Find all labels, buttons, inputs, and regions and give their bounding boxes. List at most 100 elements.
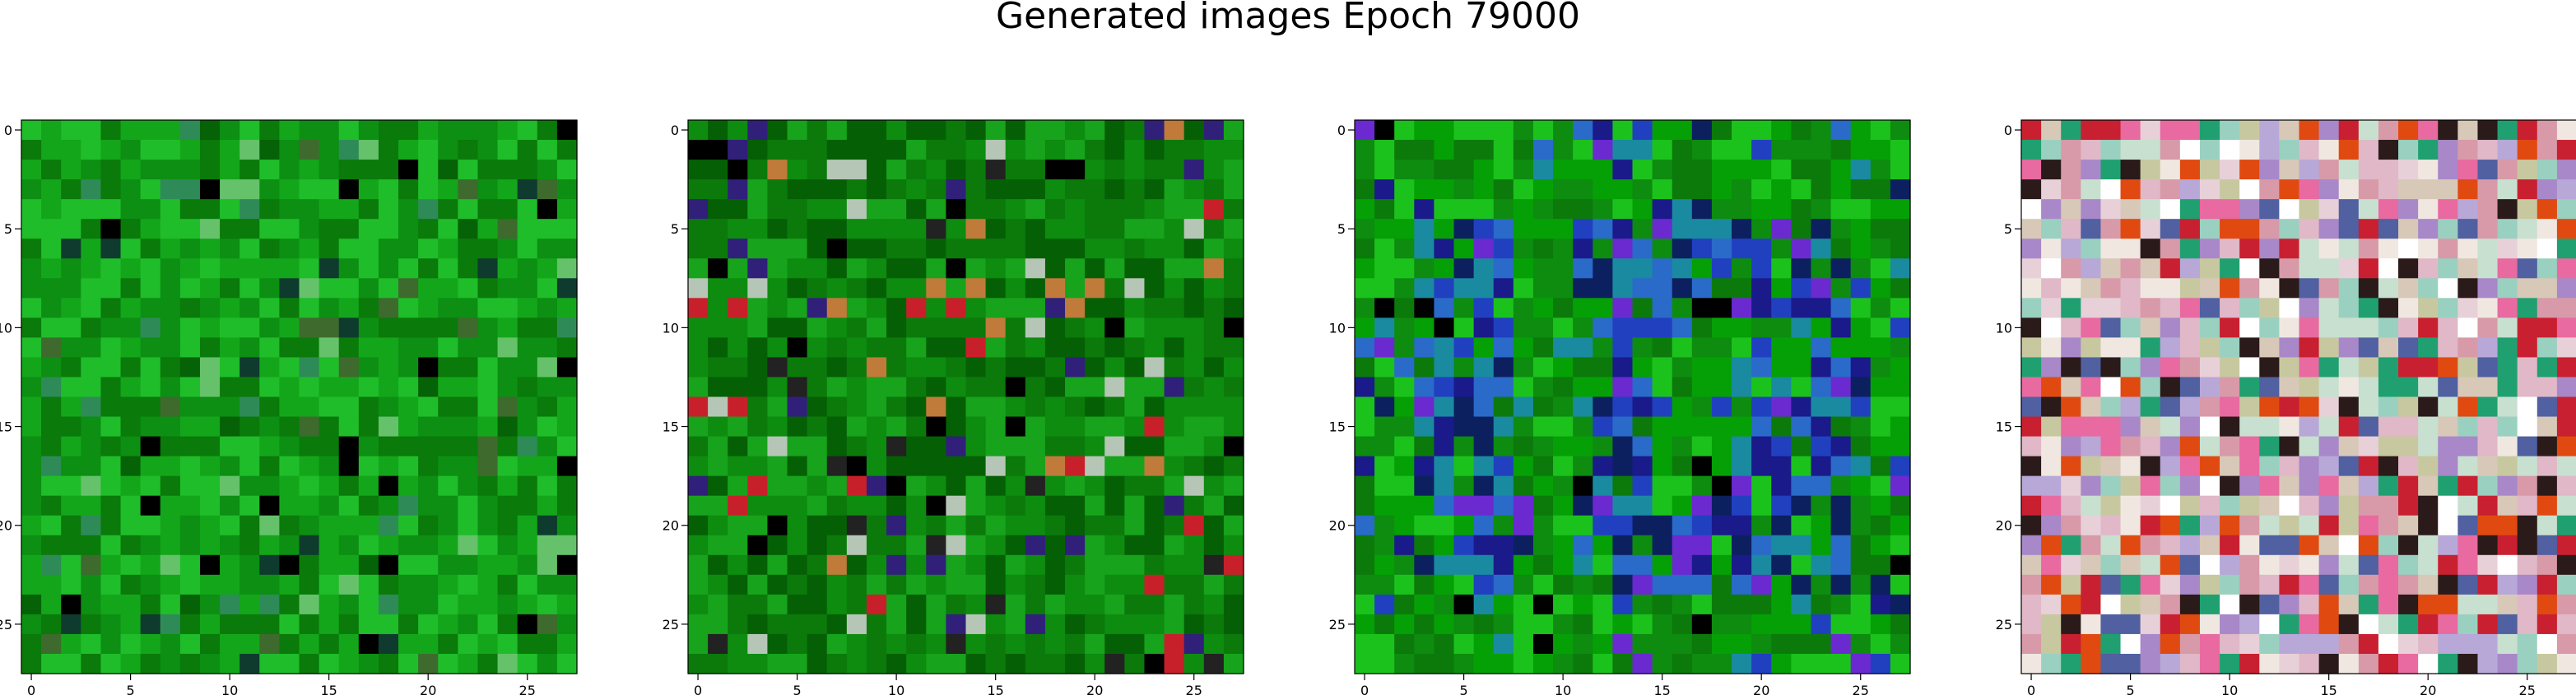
pixel-cell bbox=[2220, 594, 2240, 615]
pixel-cell bbox=[100, 653, 122, 674]
pixel-cell bbox=[728, 614, 748, 635]
pixel-cell bbox=[747, 298, 769, 318]
pixel-cell bbox=[2120, 160, 2141, 180]
pixel-cell bbox=[1473, 614, 1495, 635]
pixel-cell bbox=[1890, 495, 1911, 517]
pixel-cell bbox=[2081, 357, 2102, 378]
pixel-cell bbox=[2100, 258, 2122, 279]
pixel-cell bbox=[2061, 199, 2081, 220]
pixel-cell bbox=[985, 475, 1007, 497]
pixel-cell bbox=[1632, 594, 1653, 615]
pixel-cell bbox=[1850, 239, 1872, 259]
pixel-cell bbox=[338, 456, 360, 477]
pixel-cell bbox=[2140, 554, 2161, 576]
pixel-cell bbox=[2497, 495, 2518, 517]
pixel-cell bbox=[1870, 475, 1891, 497]
pixel-cell bbox=[358, 554, 379, 576]
pixel-cell bbox=[2378, 258, 2399, 279]
pixel-cell bbox=[1005, 574, 1026, 595]
pixel-cell bbox=[517, 199, 538, 220]
pixel-cell bbox=[1751, 357, 1772, 378]
pixel-cell bbox=[2061, 120, 2081, 141]
pixel-cell bbox=[985, 199, 1007, 220]
pixel-cell bbox=[358, 199, 379, 220]
pixel-cell bbox=[299, 258, 320, 279]
pixel-cell bbox=[1751, 653, 1772, 674]
pixel-cell bbox=[2120, 633, 2141, 655]
pixel-cell bbox=[2061, 554, 2081, 576]
pixel-cell bbox=[747, 436, 769, 457]
pixel-cell bbox=[2438, 653, 2458, 674]
pixel-cell bbox=[1203, 357, 1225, 378]
pixel-cell bbox=[1355, 653, 1375, 674]
pixel-cell bbox=[2179, 554, 2201, 576]
pixel-cell bbox=[1751, 377, 1772, 398]
pixel-cell bbox=[2160, 298, 2181, 318]
pixel-cell bbox=[2517, 278, 2538, 299]
pixel-cell bbox=[1414, 515, 1435, 536]
pixel-cell bbox=[1183, 357, 1205, 378]
pixel-cell bbox=[160, 633, 181, 655]
pixel-cell bbox=[61, 614, 81, 635]
pixel-cell bbox=[826, 337, 848, 359]
pixel-cell bbox=[2517, 475, 2538, 497]
pixel-cell bbox=[398, 535, 419, 556]
pixel-cell bbox=[477, 574, 499, 595]
pixel-cell bbox=[556, 239, 578, 259]
pixel-cell bbox=[2279, 653, 2300, 674]
pixel-cell bbox=[319, 337, 340, 359]
pixel-cell bbox=[906, 475, 927, 497]
pixel-cell bbox=[1732, 377, 1752, 398]
pixel-cell bbox=[2418, 614, 2439, 635]
pixel-cell bbox=[358, 179, 379, 200]
pixel-cell bbox=[1434, 633, 1455, 655]
pixel-cell bbox=[239, 258, 260, 279]
pixel-cell bbox=[2438, 239, 2458, 259]
pixel-cell bbox=[2338, 396, 2360, 418]
pixel-cell bbox=[199, 140, 221, 160]
pixel-cell bbox=[1005, 317, 1026, 338]
pixel-cell bbox=[1612, 120, 1634, 141]
pixel-cell bbox=[556, 594, 578, 615]
pixel-cell bbox=[1811, 416, 1832, 438]
pixel-cell bbox=[1593, 633, 1613, 655]
pixel-cell bbox=[338, 239, 360, 259]
pixel-cell bbox=[985, 614, 1007, 635]
pixel-cell bbox=[120, 396, 142, 418]
pixel-cell bbox=[1473, 535, 1495, 556]
pixel-cell bbox=[787, 278, 808, 299]
pixel-cell bbox=[239, 396, 260, 418]
pixel-cell bbox=[1612, 258, 1634, 279]
pixel-cell bbox=[21, 515, 42, 536]
pixel-cell bbox=[140, 239, 161, 259]
pixel-cell bbox=[708, 239, 728, 259]
axes-frame bbox=[21, 119, 578, 674]
pixel-cell bbox=[1632, 140, 1653, 160]
pixel-cell bbox=[41, 298, 62, 318]
pixel-cell bbox=[1691, 653, 1713, 674]
pixel-cell bbox=[100, 199, 122, 220]
pixel-cell bbox=[2497, 199, 2518, 220]
pixel-cell bbox=[2021, 278, 2042, 299]
pixel-cell bbox=[1850, 219, 1872, 239]
pixel-cell bbox=[220, 574, 240, 595]
pixel-cell bbox=[846, 416, 867, 438]
pixel-cell bbox=[2100, 337, 2122, 359]
pixel-cell bbox=[826, 199, 848, 220]
pixel-cell bbox=[2318, 120, 2340, 141]
pixel-cell bbox=[21, 199, 42, 220]
pixel-cell bbox=[378, 495, 399, 517]
pixel-cell bbox=[358, 594, 379, 615]
pixel-cell bbox=[418, 179, 439, 200]
pixel-cell bbox=[179, 436, 201, 457]
pixel-cell bbox=[866, 436, 887, 457]
pixel-cell bbox=[2120, 278, 2141, 299]
pixel-cell bbox=[338, 436, 360, 457]
pixel-cell bbox=[1811, 515, 1832, 536]
pixel-cell bbox=[279, 436, 300, 457]
pixel-cell bbox=[826, 357, 848, 378]
pixel-cell bbox=[2239, 456, 2260, 477]
pixel-cell bbox=[1183, 515, 1205, 536]
pixel-cell bbox=[61, 475, 81, 497]
pixel-cell bbox=[2160, 653, 2181, 674]
